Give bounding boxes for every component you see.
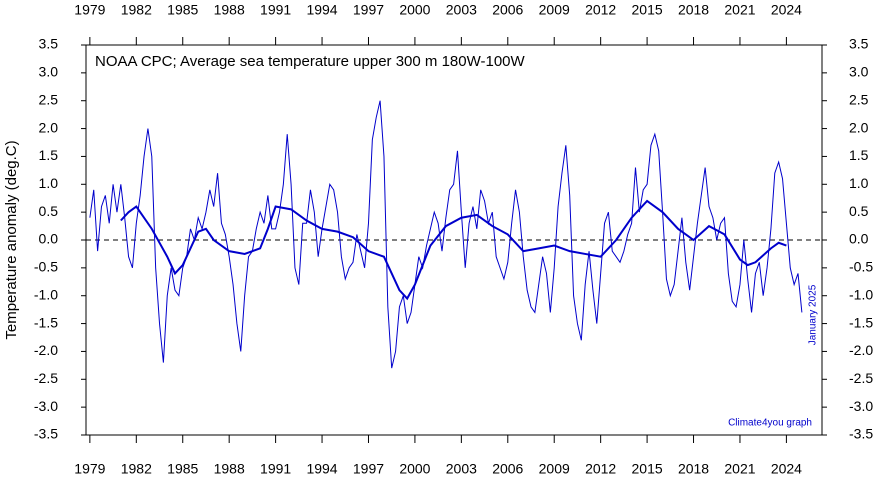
x-top-tick-label: 1982	[121, 2, 152, 18]
y2-tick-label: -1.5	[849, 314, 873, 330]
x-tick-label: 2021	[724, 461, 755, 477]
x-tick-label: 2018	[678, 461, 709, 477]
y2-tick-label: 2.5	[849, 91, 869, 107]
y-tick-label: -1.0	[34, 286, 58, 302]
y-tick-label: 2.0	[39, 119, 59, 135]
x-top-tick-label: 2021	[724, 2, 755, 18]
y-tick-label: 3.5	[39, 36, 59, 52]
x-tick-label: 2003	[446, 461, 477, 477]
y-tick-label: -3.5	[34, 426, 58, 442]
y-tick-label: -0.5	[34, 259, 58, 275]
y-tick-label: 1.0	[39, 175, 59, 191]
y-tick-label: 2.5	[39, 91, 59, 107]
x-top-tick-label: 1991	[260, 2, 291, 18]
x-top-tick-label: 2015	[632, 2, 663, 18]
x-top-tick-label: 1985	[167, 2, 198, 18]
y-tick-label: -1.5	[34, 314, 58, 330]
y2-tick-label: 0.0	[849, 231, 869, 247]
y2-tick-label: 1.5	[849, 147, 869, 163]
y2-tick-label: -3.0	[849, 398, 873, 414]
y-tick-label: 1.5	[39, 147, 59, 163]
x-tick-label: 1985	[167, 461, 198, 477]
y2-tick-label: 3.5	[849, 36, 869, 52]
y-tick-label: -2.5	[34, 370, 58, 386]
date-note: January 2025	[808, 284, 819, 345]
x-tick-label: 1997	[353, 461, 384, 477]
y-tick-label: 3.0	[39, 64, 59, 80]
x-tick-label: 2024	[771, 461, 802, 477]
chart-title: NOAA CPC; Average sea temperature upper …	[95, 53, 526, 70]
y2-tick-label: 3.0	[849, 64, 869, 80]
x-tick-label: 2006	[492, 461, 523, 477]
y2-tick-label: -2.0	[849, 342, 873, 358]
x-top-tick-label: 2018	[678, 2, 709, 18]
x-top-tick-label: 2012	[585, 2, 616, 18]
series-line	[120, 199, 787, 301]
x-top-tick-label: 1979	[74, 2, 105, 18]
x-tick-label: 1991	[260, 461, 291, 477]
y-tick-label: 0.5	[39, 203, 59, 219]
y2-tick-label: -2.5	[849, 370, 873, 386]
x-tick-label: 2012	[585, 461, 616, 477]
y-axis-label: Temperature anomaly (deg.C)	[3, 140, 20, 339]
x-tick-label: 1988	[214, 461, 245, 477]
x-top-tick-label: 1994	[306, 2, 337, 18]
y2-tick-label: 2.0	[849, 119, 869, 135]
x-tick-label: 1979	[74, 461, 105, 477]
y-tick-label: -2.0	[34, 342, 58, 358]
x-tick-label: 1982	[121, 461, 152, 477]
x-top-tick-label: 1988	[214, 2, 245, 18]
x-tick-label: 2000	[399, 461, 430, 477]
y2-tick-label: -1.0	[849, 286, 873, 302]
x-tick-label: 1994	[306, 461, 337, 477]
x-top-tick-label: 2009	[539, 2, 570, 18]
y2-tick-label: 1.0	[849, 175, 869, 191]
y-tick-label: -3.0	[34, 398, 58, 414]
credit-note: Climate4you graph	[728, 418, 812, 429]
x-top-tick-label: 1997	[353, 2, 384, 18]
x-top-tick-label: 2006	[492, 2, 523, 18]
y2-tick-label: -0.5	[849, 259, 873, 275]
x-top-tick-label: 2024	[771, 2, 802, 18]
x-tick-label: 2015	[632, 461, 663, 477]
y2-tick-label: 0.5	[849, 203, 869, 219]
x-top-tick-label: 2000	[399, 2, 430, 18]
x-top-tick-label: 2003	[446, 2, 477, 18]
y-tick-label: 0.0	[39, 231, 59, 247]
y2-tick-label: -3.5	[849, 426, 873, 442]
x-tick-label: 2009	[539, 461, 570, 477]
